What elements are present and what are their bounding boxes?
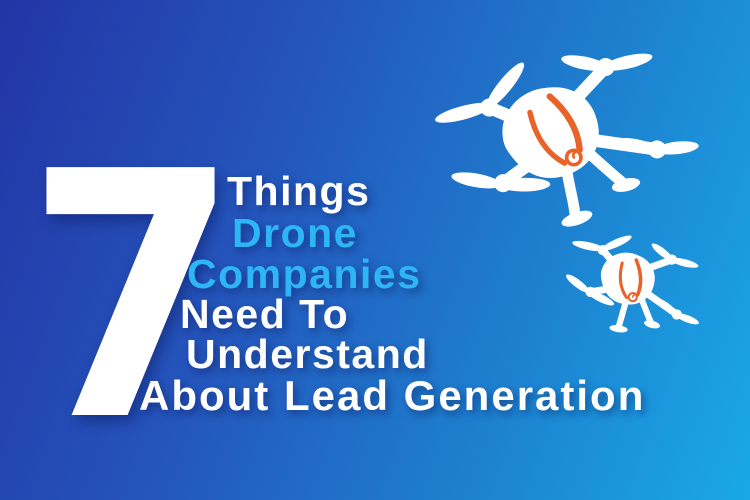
headline-line-understand: Understand xyxy=(186,331,429,377)
headline-line-about-lead-generation: About Lead Generation xyxy=(139,372,646,419)
headline-line-need-to: Need To xyxy=(180,291,350,337)
headline-line-drone: Drone xyxy=(232,210,358,256)
headline-number: 7 xyxy=(26,100,239,496)
headline-line-companies: Companies xyxy=(187,251,422,297)
drone-icon-large xyxy=(413,0,710,273)
headline-line-things: Things xyxy=(227,168,371,214)
drone-icon-small xyxy=(561,228,704,338)
